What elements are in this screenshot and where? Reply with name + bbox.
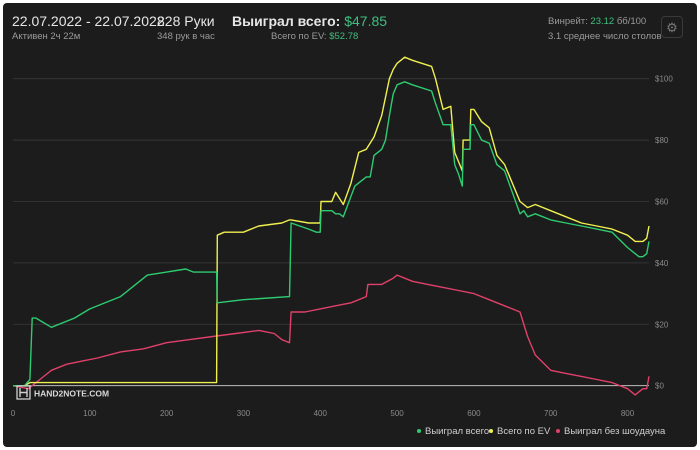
winrate: Винрейт: 23.12 бб/100 [548, 16, 646, 27]
x-tick-label: 300 [237, 409, 251, 418]
y-tick-label: $20 [655, 320, 669, 329]
x-tick-labels: 0 100 200 300 400 500 600 700 800 [11, 409, 635, 418]
y-tick-label: $60 [655, 197, 669, 206]
x-tick-label: 200 [160, 409, 174, 418]
x-tick-label: 400 [314, 409, 328, 418]
x-tick-label: 700 [544, 409, 558, 418]
winrate-label: Винрейт: [548, 16, 588, 27]
y-tick-label: $40 [655, 259, 669, 268]
won-value: $47.85 [344, 13, 388, 29]
date-range: 22.07.2022 - 22.07.2022 [12, 13, 165, 29]
y-tick-labels: $0 $20 $40 $60 $80 $100 [655, 75, 673, 391]
series-line-2 [12, 274, 650, 396]
legend-marker-won [417, 429, 421, 433]
legend-won: Выиграл всего [425, 426, 489, 437]
y-tick-label: $100 [655, 75, 673, 84]
series-line-1 [13, 56, 650, 387]
chart-series [12, 56, 650, 396]
hand2note-logo: HAND2NOTE.COM [16, 385, 109, 400]
x-tick-label: 800 [621, 409, 635, 418]
legend-no-showdown: Выиграл без шоудауна [564, 426, 666, 437]
x-tick-label: 600 [467, 409, 481, 418]
settings-gear-button[interactable]: ⚙ [661, 16, 683, 38]
logo-text: HAND2NOTE.COM [34, 389, 109, 399]
won-total: Выиграл всего: $47.85 [232, 13, 387, 29]
avg-tables: 3.1 среднее число столов [548, 31, 662, 42]
x-tick-label: 0 [11, 409, 16, 418]
graph-panel: $0 $20 $40 $60 $80 $100 0 100 200 300 400 500 600 70… [3, 3, 697, 447]
series-line-0 [13, 81, 650, 387]
ev-total: Всего по EV: $52.78 [271, 31, 358, 42]
legend-marker-ev [489, 429, 493, 433]
x-tick-label: 100 [83, 409, 97, 418]
winrate-value: 23.12 [590, 16, 615, 27]
y-tick-label: $80 [655, 136, 669, 145]
legend-marker-no-showdown [556, 429, 560, 433]
y-tick-label: $0 [655, 382, 664, 391]
ev-value: $52.78 [329, 31, 359, 42]
winrate-unit: бб/100 [616, 16, 647, 27]
x-tick-label: 500 [390, 409, 404, 418]
active-time: Активен 2ч 22м [12, 31, 81, 42]
chart-legend: Выиграл всего Всего по EV Выиграл без шо… [417, 426, 666, 437]
won-label: Выиграл всего: [232, 13, 341, 29]
chart-grid [13, 78, 649, 387]
legend-ev: Всего по EV [497, 426, 551, 437]
hands-count: 828 Руки [157, 13, 215, 29]
hands-per-hour: 348 рук в час [157, 31, 215, 42]
results-chart: $0 $20 $40 $60 $80 $100 0 100 200 300 400 500 600 70… [11, 56, 673, 437]
gear-icon: ⚙ [666, 20, 678, 35]
ev-label: Всего по EV: [271, 31, 327, 42]
